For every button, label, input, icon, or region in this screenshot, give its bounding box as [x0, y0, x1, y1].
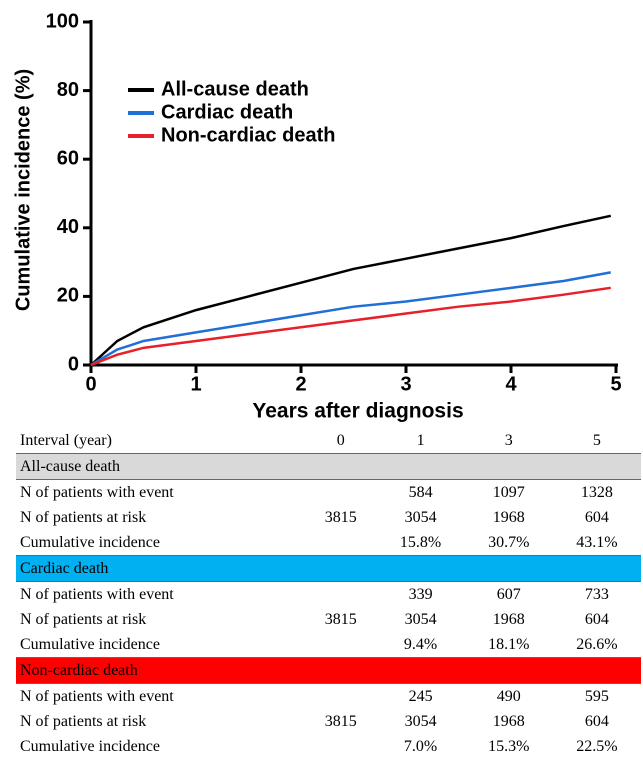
table-cell: 18.1%: [488, 635, 530, 653]
table-cell: 0: [336, 431, 345, 449]
table-cell: 3: [504, 431, 513, 449]
table-cell: 3815: [324, 508, 357, 526]
legend-label: Non-cardiac death: [161, 124, 335, 146]
table-cell: 1097: [492, 483, 525, 501]
table-cell: Non-cardiac death: [16, 657, 641, 684]
table-cell: 733: [584, 585, 609, 603]
table-cell: 22.5%: [576, 737, 618, 755]
x-tick-label: 1: [190, 373, 201, 395]
table-cell: Interval (year): [20, 431, 112, 449]
y-tick-label: 20: [57, 285, 79, 307]
legend-label: All-cause death: [161, 78, 309, 100]
table-cell: 339: [408, 585, 433, 603]
table-cell: [305, 582, 376, 608]
y-tick-label: 0: [68, 353, 79, 375]
table-cell: All-cause death: [16, 453, 641, 480]
table-cell: 7.0%: [403, 737, 438, 755]
table-cell: 3054: [404, 610, 437, 628]
table-row: N of patients at risk 3815 3054 1968 604: [16, 709, 641, 734]
table-cell: 604: [584, 712, 609, 730]
table-cell: [305, 530, 376, 556]
table-cell: 26.6%: [576, 635, 618, 653]
table-cell: [305, 684, 376, 710]
table-cell: Cumulative incidence: [20, 533, 160, 551]
table-cell: 15.3%: [488, 737, 530, 755]
table-row: N of patients at risk 3815 3054 1968 604: [16, 607, 641, 632]
data-table: Interval (year) 0 1 3 5 All-cause death N of p…: [16, 428, 641, 759]
x-tick-label: 2: [295, 373, 306, 395]
table-cell: 584: [408, 483, 433, 501]
table-cell: 1: [416, 431, 425, 449]
y-tick-label: 60: [57, 147, 79, 169]
table-cell: N of patients with event: [20, 483, 174, 501]
table-cell: N of patients at risk: [20, 508, 147, 526]
table-cell: 604: [584, 508, 609, 526]
table-cell: 1968: [492, 712, 525, 730]
line-series: [90, 214, 612, 366]
table-cell: [305, 632, 376, 658]
x-tick-label: 0: [85, 373, 96, 395]
table-cell: Cumulative incidence: [20, 737, 160, 755]
table-row: Cumulative incidence 7.0% 15.3% 22.5%: [16, 734, 641, 759]
y-tick-label: 100: [46, 10, 79, 32]
legend-label: Cardiac death: [161, 101, 293, 123]
table-row: N of patients with event 245 490 595: [16, 684, 641, 710]
table-cell: 3815: [324, 610, 357, 628]
table-cell: 5: [592, 431, 601, 449]
table-cell: Cardiac death: [16, 555, 641, 582]
table-cell: 1968: [492, 508, 525, 526]
table-cell: 607: [496, 585, 521, 603]
table-cell: N of patients at risk: [20, 712, 147, 730]
table-cell: 43.1%: [576, 533, 618, 551]
table-cell: 3815: [324, 712, 357, 730]
chart: Years after diagnosis Cumulative inciden…: [12, 10, 621, 423]
table-cell: 1968: [492, 610, 525, 628]
x-tick-label: 3: [400, 373, 411, 395]
y-tick-label: 40: [57, 216, 79, 238]
table-cell: 245: [408, 687, 433, 705]
table-cell: [305, 480, 376, 506]
table-cell: N of patients with event: [20, 585, 174, 603]
y-axis-label: Cumulative incidence (%): [12, 69, 34, 311]
section-header: Cardiac death: [16, 555, 641, 582]
table-cell: N of patients at risk: [20, 610, 147, 628]
table-cell: 490: [496, 687, 521, 705]
table-cell: 1328: [580, 483, 613, 501]
x-tick-label: 5: [610, 373, 621, 395]
line-series: [90, 271, 611, 367]
table-cell: 9.4%: [403, 635, 438, 653]
table-row: Cumulative incidence 15.8% 30.7% 43.1%: [16, 530, 641, 556]
x-axis-label: Years after diagnosis: [252, 400, 463, 423]
table-row: N of patients with event 339 607 733: [16, 582, 641, 608]
table-row: Cumulative incidence 9.4% 18.1% 26.6%: [16, 632, 641, 658]
x-tick-label: 4: [505, 373, 517, 395]
table-cell: 3054: [404, 508, 437, 526]
y-tick-label: 80: [57, 79, 79, 101]
table-cell: [305, 734, 376, 759]
table-cell: 30.7%: [488, 533, 530, 551]
table-cell: 3054: [404, 712, 437, 730]
table-cell: 15.8%: [399, 533, 442, 551]
table-cell: 604: [584, 610, 609, 628]
table-cell: N of patients with event: [20, 687, 174, 705]
table-cell: Cumulative incidence: [20, 635, 160, 653]
line-series: [90, 286, 611, 367]
table-row: N of patients at risk 3815 3054 1968 604: [16, 505, 641, 530]
table-row: N of patients with event 584 1097 1328: [16, 480, 641, 506]
table-header: Interval (year) 0 1 3 5: [16, 428, 641, 454]
section-header: Non-cardiac death: [16, 657, 641, 684]
section-header: All-cause death: [16, 453, 641, 480]
table-cell: 595: [584, 687, 609, 705]
